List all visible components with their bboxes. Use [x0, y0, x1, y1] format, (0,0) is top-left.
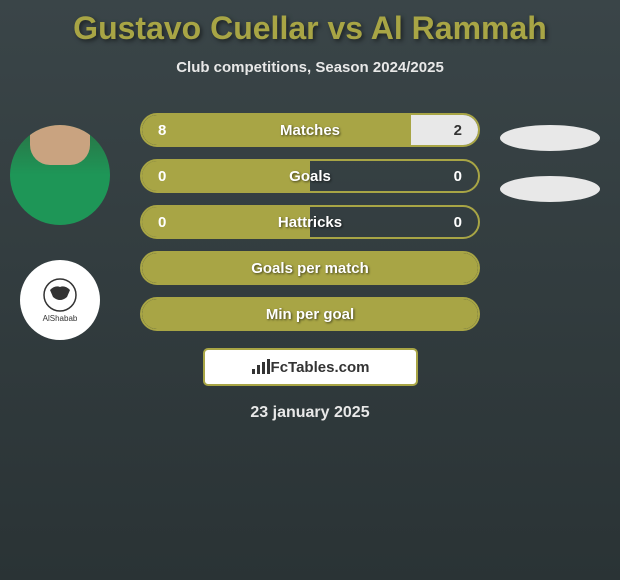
stat-right-value: 2: [454, 122, 462, 139]
bar-right-fill: [411, 115, 478, 145]
footer-brand-text: FcTables.com: [271, 359, 370, 376]
stat-row-goals: 0 Goals 0: [10, 157, 610, 195]
stat-right-value: 0: [454, 214, 462, 231]
stat-label: Goals per match: [251, 260, 369, 277]
stat-label: Goals: [289, 168, 331, 185]
stat-label: Hattricks: [278, 214, 342, 231]
stat-row-min-per-goal: Min per goal: [10, 295, 610, 333]
stat-row-hattricks: 0 Hattricks 0: [10, 203, 610, 241]
page-title: Gustavo Cuellar vs Al Rammah: [0, 0, 620, 47]
bar-left-fill: [142, 161, 310, 191]
page-subtitle: Club competitions, Season 2024/2025: [0, 59, 620, 76]
footer-brand-badge[interactable]: FcTables.com: [203, 348, 418, 386]
stat-label: Matches: [280, 122, 340, 139]
bar-left-fill: [142, 115, 411, 145]
footer-date: 23 january 2025: [0, 404, 620, 422]
stat-label: Min per goal: [266, 306, 354, 323]
stat-left-value: 0: [158, 168, 166, 185]
stat-row-goals-per-match: Goals per match: [10, 249, 610, 287]
stat-row-matches: 8 Matches 2: [10, 111, 610, 149]
chart-icon: [251, 359, 271, 375]
stat-left-value: 8: [158, 122, 166, 139]
stats-container: 8 Matches 2 0 Goals 0 0 Hattricks 0 Goal…: [0, 111, 620, 333]
stat-left-value: 0: [158, 214, 166, 231]
stat-right-value: 0: [454, 168, 462, 185]
